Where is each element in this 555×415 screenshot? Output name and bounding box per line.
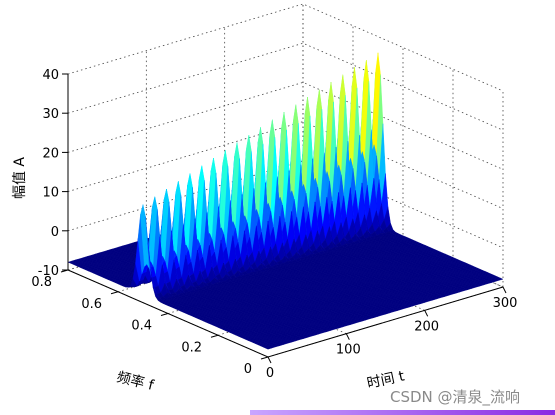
- z-axis-label: 幅值 A: [12, 157, 28, 199]
- x-tick-mark: [424, 310, 429, 317]
- grid-line: [67, 81, 504, 170]
- z-tick-label: -10: [38, 264, 59, 279]
- z-tick-label: 40: [42, 68, 59, 83]
- bottom-accent-bar: [250, 410, 555, 415]
- surface-mesh: [67, 52, 504, 350]
- grid-line: [67, 160, 504, 249]
- x-tick-label: 0: [266, 366, 274, 381]
- z-tick-label: 0: [51, 225, 59, 240]
- z-tick-label: 10: [42, 186, 59, 201]
- x-tick-mark: [267, 356, 272, 364]
- y-tick-mark: [210, 334, 219, 338]
- z-tick-label: 30: [42, 107, 59, 122]
- grid-line: [67, 121, 504, 209]
- y-tick-mark: [260, 356, 269, 360]
- x-tick-mark: [345, 333, 350, 340]
- y-tick-label: 0.2: [181, 340, 202, 355]
- x-tick-mark: [502, 286, 507, 294]
- y-tick-label: 0: [244, 362, 252, 377]
- z-tick-label: 20: [42, 146, 59, 161]
- y-tick-mark: [110, 291, 119, 295]
- watermark: CSDN @清泉_流响: [390, 388, 520, 407]
- y-tick-label: 0.4: [131, 319, 152, 334]
- x-tick-label: 200: [414, 319, 439, 334]
- grid-line: [67, 3, 504, 92]
- grid-line: [67, 42, 504, 131]
- y-tick-label: 0.6: [81, 297, 102, 312]
- x-tick-label: 100: [336, 343, 361, 358]
- y-tick-mark: [160, 313, 169, 316]
- y-axis-label: 频率 f: [115, 368, 156, 394]
- x-tick-label: 300: [493, 296, 518, 311]
